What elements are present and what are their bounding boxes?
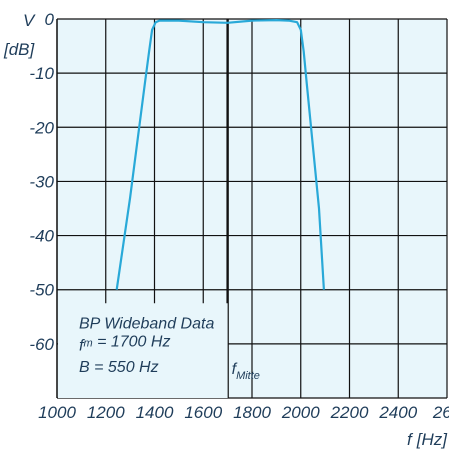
y-tick-label-2: -20	[29, 118, 54, 137]
x-tick-label-5: 2000	[281, 403, 320, 422]
y-tick-label-5: -50	[29, 281, 54, 300]
x-tick-labels: 1000 1200 1400 1600 1800 2000 2200 2400 260	[38, 403, 449, 422]
x-tick-label-1: 1200	[87, 403, 125, 422]
y-axis-unit: [dB]	[3, 40, 36, 59]
annotation-title: BP Wideband Data	[79, 316, 214, 333]
y-tick-label-6: -60	[29, 335, 54, 354]
x-tick-label-3: 1600	[184, 403, 222, 422]
x-tick-label-2: 1400	[136, 403, 174, 422]
annotation-bandwidth: B = 550 Hz	[79, 359, 159, 376]
y-tick-label-3: -30	[29, 172, 54, 191]
x-axis-label: f [Hz]	[407, 430, 448, 449]
x-tick-label-8: 260	[432, 403, 449, 422]
x-tick-label-6: 2200	[330, 403, 369, 422]
y-tick-label-1: -10	[29, 64, 54, 83]
annotation-box: BP Wideband Data fm = 1700 Hz B = 550 Hz	[58, 303, 228, 398]
x-tick-label-7: 2400	[378, 403, 417, 422]
y-tick-labels: 0 -10 -20 -30 -40 -50 -60	[29, 10, 54, 354]
y-axis-label: V	[23, 11, 36, 30]
x-tick-label-4: 1800	[233, 403, 271, 422]
y-tick-label-0: 0	[45, 10, 55, 29]
x-tick-label-0: 1000	[38, 403, 76, 422]
y-tick-label-4: -40	[29, 227, 54, 246]
